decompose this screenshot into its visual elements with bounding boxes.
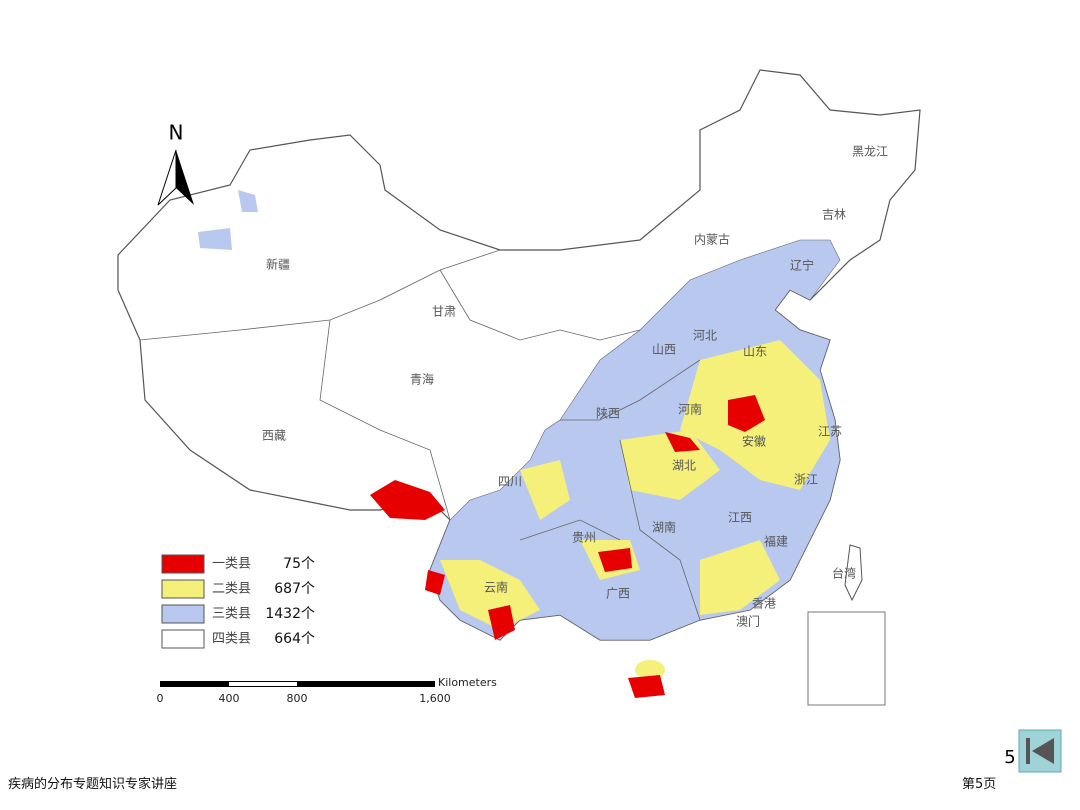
province-label: 安徽 bbox=[742, 434, 766, 449]
province-label: 新疆 bbox=[266, 257, 290, 272]
province-label: 甘肃 bbox=[432, 305, 456, 319]
legend-label: 四类县 bbox=[212, 632, 251, 647]
province-label: 贵州 bbox=[572, 531, 596, 545]
north-arrow bbox=[157, 149, 177, 206]
inset-box bbox=[807, 611, 886, 706]
province-label: 陕西 bbox=[596, 406, 620, 421]
region-class3 bbox=[198, 228, 232, 250]
scale-tick: 800 bbox=[287, 692, 308, 705]
province-label: 山东 bbox=[743, 345, 767, 359]
province-border bbox=[139, 249, 701, 621]
scale-tick: 1,600 bbox=[419, 692, 451, 705]
province-label: 山西 bbox=[652, 343, 676, 357]
province-label: 辽宁 bbox=[790, 258, 814, 273]
legend-count: 75个 bbox=[283, 556, 315, 572]
province-label: 江西 bbox=[728, 511, 752, 525]
legend-count: 1432个 bbox=[265, 606, 315, 622]
footer-right: 第5页 bbox=[962, 777, 997, 792]
legend-label: 二类县 bbox=[212, 582, 251, 597]
province-label: 澳门 bbox=[736, 614, 760, 629]
legend-swatch bbox=[161, 629, 205, 649]
province-label: 香港 bbox=[752, 597, 776, 611]
scale-bar: Kilometers 0 400 800 1,600 bbox=[157, 676, 498, 705]
legend-swatch bbox=[161, 554, 205, 574]
scale-unit: Kilometers bbox=[438, 676, 497, 689]
province-label: 广西 bbox=[606, 587, 630, 601]
province-label: 云南 bbox=[484, 580, 508, 595]
province-label: 河北 bbox=[693, 329, 717, 343]
province-label: 内蒙古 bbox=[694, 232, 730, 247]
legend-swatch bbox=[161, 579, 205, 599]
province-label: 四川 bbox=[498, 475, 522, 489]
north-arrow bbox=[176, 150, 194, 205]
north-label: N bbox=[169, 121, 184, 145]
scale-tick: 400 bbox=[219, 692, 240, 705]
province-label: 福建 bbox=[764, 534, 788, 549]
province-label: 江苏 bbox=[818, 425, 842, 439]
region-class1 bbox=[370, 395, 765, 698]
province-label: 吉林 bbox=[822, 208, 846, 222]
legend-count: 687个 bbox=[274, 581, 315, 597]
province-label: 湖南 bbox=[652, 520, 676, 535]
footer-left: 疾病的分布专题知识专家讲座 bbox=[8, 777, 178, 792]
legend-label: 三类县 bbox=[212, 607, 251, 622]
province-label: 黑龙江 bbox=[852, 145, 888, 159]
region-class3 bbox=[238, 190, 258, 212]
legend: 一类县 二类县 三类县 四类县 75个 687个 1432个 664个 bbox=[161, 554, 315, 649]
scale-tick: 0 bbox=[157, 692, 164, 705]
slide-number: 5 bbox=[1004, 747, 1015, 768]
province-label: 西藏 bbox=[262, 429, 286, 443]
province-label: 青海 bbox=[410, 372, 434, 387]
legend-label: 一类县 bbox=[212, 557, 251, 572]
back-button[interactable] bbox=[1018, 729, 1062, 773]
taiwan bbox=[844, 544, 863, 602]
legend-swatch bbox=[161, 604, 205, 624]
province-label: 台湾 bbox=[832, 566, 856, 581]
province-label: 湖北 bbox=[672, 458, 696, 473]
province-label: 河南 bbox=[678, 402, 702, 417]
province-label: 浙江 bbox=[794, 473, 818, 487]
legend-count: 664个 bbox=[274, 631, 315, 647]
